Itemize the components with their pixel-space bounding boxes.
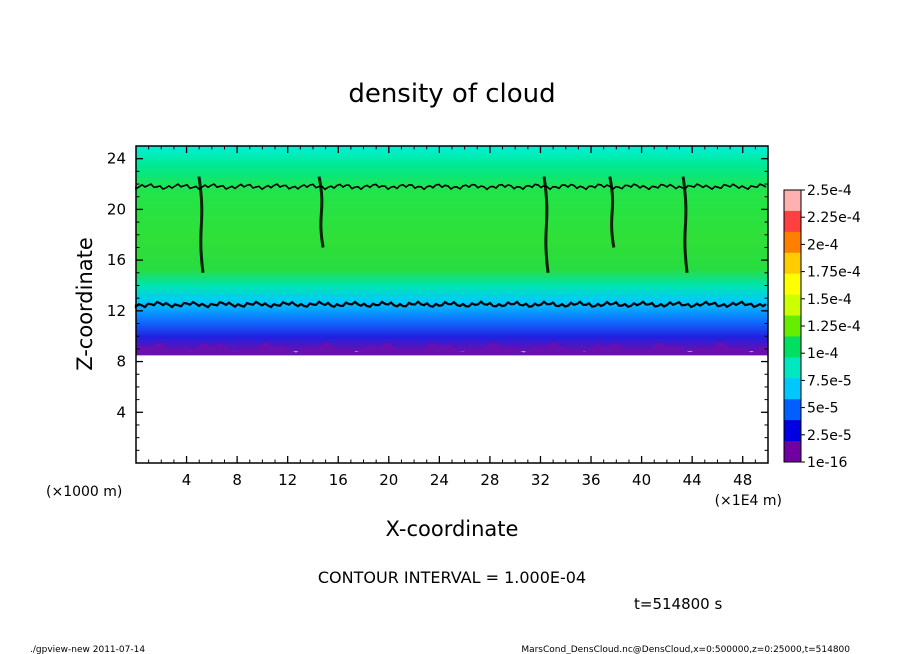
colorbar-label: 1e-4: [807, 346, 839, 362]
x-tick-label: 12: [278, 471, 297, 489]
x-tick-label: 4: [182, 471, 192, 489]
colorbar-label: 1.25e-4: [807, 319, 861, 335]
colorbar-swatch: [784, 357, 801, 379]
footer-right: MarsCond_DensCloud.nc@DensCloud,x=0:5000…: [521, 645, 850, 654]
cloud-base-edge: [136, 342, 768, 356]
colorbar-swatch: [784, 420, 801, 442]
x-axis: 4 8 12 16 20 24 28 32 36 40 44 48: [148, 146, 756, 489]
plot-area: [134, 145, 769, 464]
contour-plume: [608, 176, 616, 248]
colorbar-label: 7.5e-5: [807, 373, 852, 389]
colorbar-swatch: [784, 190, 801, 212]
y-tick-label: 24: [107, 150, 126, 168]
colorbar-swatch: [784, 441, 801, 463]
contour-line: [135, 183, 767, 191]
colorbar-label: 1.5e-4: [807, 292, 852, 308]
colorbar-label: 2.5e-4: [807, 183, 852, 199]
y-tick-label: 20: [107, 200, 126, 218]
contour-line: [134, 300, 767, 309]
contour-plume: [317, 176, 325, 248]
colorbar-label: 2.25e-4: [807, 210, 861, 226]
x-tick-label: 36: [581, 471, 600, 489]
x-tick-label: 24: [430, 471, 449, 489]
y-unit-label: (×1000 m): [46, 484, 122, 500]
colorbar-swatch: [784, 336, 801, 358]
x-tick-label: 44: [683, 471, 702, 489]
x-tick-label: 20: [379, 471, 398, 489]
colorbar-swatch: [784, 294, 801, 317]
colorbar-swatch: [784, 273, 801, 296]
colorbar-label: 5e-5: [807, 401, 838, 417]
colorbar-label: 2.5e-5: [807, 428, 852, 444]
colorbar: 2.5e-4 2.25e-4 2e-4 1.75e-4 1.5e-4 1.25e-4 1e-…: [783, 183, 861, 471]
contour-plume: [681, 176, 689, 273]
x-tick-label: 16: [329, 471, 348, 489]
colorbar-label: 2e-4: [807, 237, 839, 253]
y-tick-label: 12: [107, 302, 126, 320]
colorbar-swatch: [784, 231, 801, 254]
contour-plume: [197, 176, 205, 273]
y-tick-label: 8: [116, 353, 126, 371]
y-axis: 4 8 12 16 20 24: [107, 150, 768, 451]
x-tick-label: 28: [480, 471, 499, 489]
colorbar-swatch: [784, 210, 801, 233]
contour-interval-label: CONTOUR INTERVAL = 1.000E-04: [318, 568, 586, 587]
colorbar-label: 1.75e-4: [807, 265, 861, 281]
x-unit-label: (×1E4 m): [715, 493, 782, 509]
cloud-layer: [136, 146, 768, 352]
colorbar-swatch: [784, 315, 801, 337]
y-axis-label: Z-coordinate: [73, 237, 97, 371]
x-tick-label: 8: [232, 471, 242, 489]
chart-title: density of cloud: [348, 79, 555, 109]
colorbar-swatch: [784, 399, 801, 421]
time-label: t=514800 s: [634, 595, 722, 613]
colorbar-label: 1e-16: [807, 455, 847, 471]
x-tick-label: 40: [632, 471, 651, 489]
footer-left: ./gpview-new 2011-07-14: [30, 645, 145, 654]
x-axis-label: X-coordinate: [386, 517, 519, 541]
x-tick-label: 48: [733, 471, 752, 489]
y-tick-label: 4: [116, 403, 126, 421]
y-tick-label: 16: [107, 251, 126, 269]
colorbar-swatch: [784, 252, 801, 275]
contour-plume: [542, 176, 550, 273]
colorbar-swatch: [784, 378, 801, 400]
x-tick-label: 32: [531, 471, 550, 489]
